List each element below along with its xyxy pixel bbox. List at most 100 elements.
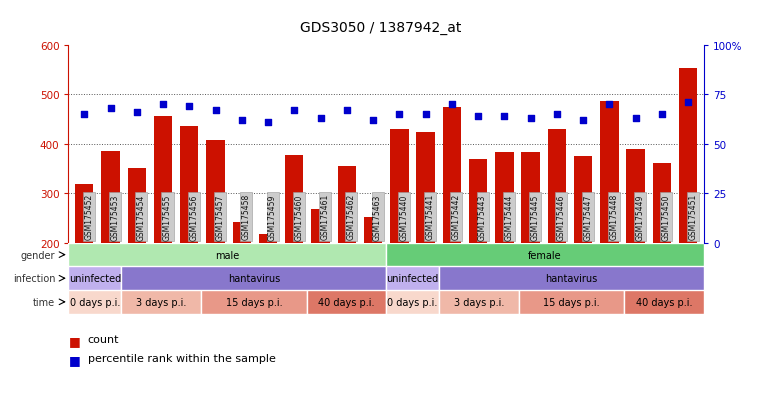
Point	[498, 113, 511, 120]
Text: ■: ■	[68, 335, 80, 347]
Text: GSM175462: GSM175462	[347, 194, 356, 240]
Bar	[122, 290, 201, 314]
Point	[104, 105, 116, 112]
Bar	[653, 163, 671, 243]
Text: GSM175453: GSM175453	[110, 194, 119, 240]
Text: infection: infection	[13, 273, 56, 284]
Bar	[679, 69, 697, 243]
Bar	[206, 140, 224, 243]
Text: GSM175448: GSM175448	[610, 194, 619, 240]
Text: GSM175442: GSM175442	[452, 194, 461, 240]
Point	[446, 102, 458, 108]
Point	[341, 107, 353, 114]
Text: GSM175444: GSM175444	[505, 194, 514, 240]
Text: 3 days p.i.: 3 days p.i.	[136, 297, 186, 307]
Text: female: female	[528, 250, 562, 260]
Bar	[180, 127, 199, 243]
Bar	[68, 267, 122, 290]
Text: GSM175463: GSM175463	[373, 194, 382, 240]
Bar	[233, 222, 251, 243]
Bar	[259, 234, 277, 243]
Bar	[518, 290, 625, 314]
Text: GSM175446: GSM175446	[557, 194, 566, 240]
Text: hantavirus: hantavirus	[546, 273, 597, 284]
Bar	[386, 243, 704, 267]
Text: GSM175443: GSM175443	[478, 194, 487, 240]
Point	[629, 115, 642, 122]
Point	[209, 107, 221, 114]
Text: percentile rank within the sample: percentile rank within the sample	[88, 353, 275, 363]
Bar	[364, 218, 382, 243]
Text: 0 days p.i.: 0 days p.i.	[387, 297, 438, 307]
Text: GSM175456: GSM175456	[189, 194, 199, 240]
Point	[524, 115, 537, 122]
Point	[393, 112, 406, 118]
Bar	[625, 290, 704, 314]
Bar	[439, 267, 704, 290]
Point	[682, 100, 694, 106]
Point	[288, 107, 301, 114]
Bar	[75, 185, 94, 243]
Point	[603, 102, 616, 108]
Bar	[128, 169, 146, 243]
Text: gender: gender	[21, 250, 56, 260]
Point	[236, 117, 248, 124]
Text: GSM175457: GSM175457	[215, 194, 224, 240]
Point	[262, 119, 274, 126]
Text: GSM175455: GSM175455	[163, 194, 172, 240]
Bar	[574, 157, 592, 243]
Text: GDS3050 / 1387942_at: GDS3050 / 1387942_at	[300, 21, 461, 35]
Text: hantavirus: hantavirus	[228, 273, 280, 284]
Point	[577, 117, 589, 124]
Text: 0 days p.i.: 0 days p.i.	[70, 297, 120, 307]
Text: GSM175449: GSM175449	[635, 194, 645, 240]
Bar	[338, 167, 356, 243]
Text: GSM175441: GSM175441	[425, 194, 435, 240]
Text: uninfected: uninfected	[387, 273, 439, 284]
Text: GSM175450: GSM175450	[662, 194, 671, 240]
Bar	[439, 290, 518, 314]
Point	[551, 112, 563, 118]
Bar	[469, 159, 487, 243]
Text: GSM175461: GSM175461	[320, 194, 330, 240]
Point	[472, 113, 484, 120]
Bar	[101, 152, 119, 243]
Text: ■: ■	[68, 353, 80, 366]
Text: GSM175459: GSM175459	[268, 194, 277, 240]
Bar	[390, 130, 409, 243]
Point	[419, 112, 431, 118]
Text: male: male	[215, 250, 240, 260]
Bar	[386, 267, 439, 290]
Bar	[626, 149, 645, 243]
Bar	[416, 133, 435, 243]
Point	[314, 115, 326, 122]
Text: time: time	[33, 297, 56, 307]
Text: GSM175454: GSM175454	[137, 194, 146, 240]
Bar	[521, 153, 540, 243]
Bar	[154, 117, 172, 243]
Text: GSM175451: GSM175451	[688, 194, 697, 240]
Bar	[68, 243, 386, 267]
Bar	[600, 101, 619, 243]
Bar	[548, 130, 566, 243]
Bar	[495, 153, 514, 243]
Text: 15 days p.i.: 15 days p.i.	[543, 297, 600, 307]
Text: 3 days p.i.: 3 days p.i.	[454, 297, 504, 307]
Bar	[68, 290, 122, 314]
Text: GSM175440: GSM175440	[400, 194, 409, 240]
Bar	[443, 108, 461, 243]
Bar	[285, 155, 304, 243]
Point	[78, 112, 91, 118]
Bar	[201, 290, 307, 314]
Text: uninfected: uninfected	[68, 273, 121, 284]
Text: count: count	[88, 335, 119, 344]
Bar	[386, 290, 439, 314]
Point	[157, 102, 169, 108]
Text: GSM175445: GSM175445	[530, 194, 540, 240]
Bar	[122, 267, 386, 290]
Text: GSM175447: GSM175447	[583, 194, 592, 240]
Point	[656, 112, 668, 118]
Text: GSM175458: GSM175458	[242, 194, 251, 240]
Bar	[307, 290, 386, 314]
Bar	[311, 210, 330, 243]
